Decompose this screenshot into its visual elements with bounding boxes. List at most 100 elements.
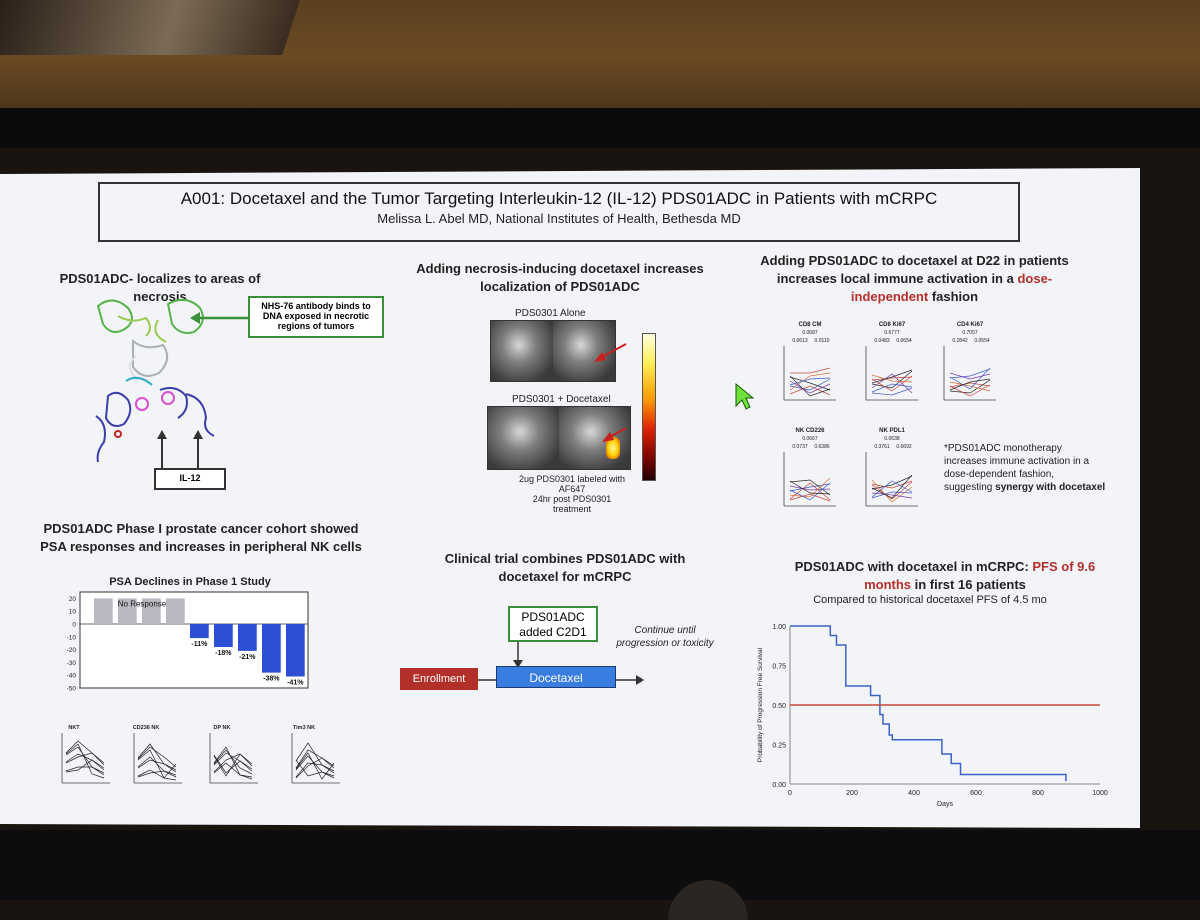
mouse-image-1 <box>491 321 553 381</box>
imaging-row-docetaxel <box>487 406 631 470</box>
mini-chart-p-right: 0.0110 <box>815 338 830 344</box>
panel6-heading-red: PFS of 9.6 <box>1032 559 1096 574</box>
pds01adc-box: PDS01ADC added C2D1 <box>508 606 598 642</box>
il12-box: IL-12 <box>154 468 226 490</box>
mini-chart: CD4 Ki67 0.7057 0.2842 0.0554 <box>930 318 1000 410</box>
mini-chart-line <box>789 378 831 391</box>
box-top-line2: added C2D1 <box>519 625 587 639</box>
mini-chart-line <box>789 380 831 394</box>
psa-bar-label: -41% <box>287 679 304 686</box>
nk-mini-chart: DP NK <box>209 725 258 784</box>
continue-line2: progression or toxicity <box>616 638 714 649</box>
psa-no-response-label: No Response <box>118 599 167 608</box>
panel6-heading: PDS01ADC with docetaxel in mCRPC: PFS of… <box>775 558 1115 594</box>
mini-chart-line <box>789 376 831 391</box>
nk-chart-line <box>65 743 105 779</box>
km-ytick-label: 1.00 <box>772 624 786 631</box>
caption-line2: 24hr post PDS0301 treatment <box>532 494 612 514</box>
panel3-heading-line1: Adding PDS01ADC to docetaxel at D22 in p… <box>760 253 1069 268</box>
mini-chart-line <box>871 492 913 499</box>
mini-chart-line <box>949 372 991 380</box>
psa-ytick-label: -10 <box>67 634 77 641</box>
note-line1: *PDS01ADC monotherapy <box>944 443 1062 454</box>
nk-chart-line <box>213 754 253 774</box>
nk-chart-line <box>65 746 105 776</box>
mini-chart-title: CD8 CM <box>798 322 821 328</box>
nk-chart-line <box>65 740 105 764</box>
nk-chart-line <box>65 753 105 769</box>
panel6-heading-tail: in first 16 patients <box>911 577 1026 592</box>
mini-chart-p-left: 0.3761 <box>874 444 890 450</box>
presentation-slide: A001: Docetaxel and the Tumor Targeting … <box>0 168 1140 828</box>
panel2-heading: Adding necrosis-inducing docetaxel incre… <box>395 260 725 296</box>
psa-chart-title: PSA Declines in Phase 1 Study <box>109 576 271 588</box>
mini-chart: NK CD226 0.0667 0.0737 0.6386 <box>770 424 840 516</box>
mini-chart-line <box>871 474 913 499</box>
mini-chart-line <box>789 482 831 501</box>
mini-chart-title: NK PDL1 <box>879 428 905 434</box>
panel3-heading: Adding PDS01ADC to docetaxel at D22 in p… <box>742 252 1087 306</box>
nk-chart-line <box>65 759 105 773</box>
psa-bar <box>262 624 281 673</box>
mini-chart-line <box>790 367 831 374</box>
box-top-line1: PDS01ADC <box>521 610 585 624</box>
mini-chart-p-top: 0.0667 <box>802 436 818 442</box>
psa-bar <box>166 598 185 624</box>
mini-chart-p-left: 0.0737 <box>792 444 808 450</box>
panel2-heading-line2: localization of PDS01ADC <box>480 279 640 294</box>
mini-chart-title: CD4 Ki67 <box>957 322 984 328</box>
mini-chart-line <box>949 381 991 392</box>
nk-chart-title: Tim3 NK <box>293 725 315 731</box>
mini-chart-p-right: 0.6386 <box>814 444 830 450</box>
psa-bar-label: -38% <box>263 676 280 683</box>
mini-chart: NK PDL1 0.0638 0.3761 0.6692 <box>852 424 922 516</box>
psa-ytick-label: 20 <box>69 596 77 603</box>
panel3-heading-tail: fashion <box>931 289 979 304</box>
mini-chart-line <box>871 480 913 489</box>
psa-bar <box>190 624 209 639</box>
mini-chart-svg: CD8 CM 0.0687 0.0613 0.0110 <box>783 322 836 401</box>
row2-label: PDS0301 + Docetaxel <box>512 394 611 405</box>
note-line4a: suggesting <box>944 482 996 493</box>
nk-chart-line <box>295 759 335 777</box>
psa-ytick-label: 0 <box>72 622 76 629</box>
colorbar <box>642 333 656 481</box>
panel4-heading-line2: PSA responses and increases in periphera… <box>40 539 362 554</box>
panel5-heading: Clinical trial combines PDS01ADC with do… <box>415 550 715 586</box>
mini-chart: CD8 CM 0.0687 0.0613 0.0110 <box>770 318 840 410</box>
antibody-structure-image <box>95 298 215 463</box>
nk-chart-line <box>137 759 177 773</box>
mini-chart-line <box>949 379 991 394</box>
nk-chart-line <box>137 749 177 779</box>
nk-mini-chart: NKT <box>61 725 110 784</box>
nk-chart-line <box>213 753 253 777</box>
mini-chart-p-right: 0.6692 <box>896 444 912 450</box>
psa-bar-label: -11% <box>191 641 208 648</box>
nk-chart-title: CD236 NK <box>133 725 160 731</box>
nk-chart-line <box>137 743 177 771</box>
mini-chart-svg: NK CD226 0.0667 0.0737 0.6386 <box>783 428 836 507</box>
mini-chart-line <box>949 378 991 391</box>
psa-ytick-label: -20 <box>67 647 77 654</box>
panel6-heading-prefix: PDS01ADC with docetaxel in mCRPC: <box>794 559 1033 574</box>
km-survival-curve <box>790 625 1067 781</box>
wall <box>0 108 1200 148</box>
psa-bar <box>238 624 257 651</box>
nk-chart-line <box>295 752 335 780</box>
nk-mini-chart: CD236 NK <box>133 725 182 784</box>
down-arrow <box>513 642 523 668</box>
mini-chart-line <box>789 479 831 496</box>
flow-arrows <box>478 675 644 685</box>
km-xlabel: Days <box>937 801 953 808</box>
panel2-heading-line1: Adding necrosis-inducing docetaxel incre… <box>416 261 704 276</box>
psa-ytick-label: -50 <box>67 686 77 693</box>
mini-chart-line <box>789 385 831 396</box>
mini-chart-p-right: 0.0554 <box>974 338 990 344</box>
nk-mini-chart: Tim3 NK <box>291 725 340 784</box>
km-ytick-label: 0.25 <box>772 743 786 750</box>
mini-chart-line <box>871 369 913 384</box>
km-xtick-label: 200 <box>846 790 858 797</box>
pfs-kaplan-meier-chart: 0.00 0.25 0.50 0.75 1.00 0 200 400 600 800 1000 Day… <box>757 624 1108 808</box>
psa-bar <box>94 598 113 624</box>
mini-chart-line <box>871 375 913 392</box>
